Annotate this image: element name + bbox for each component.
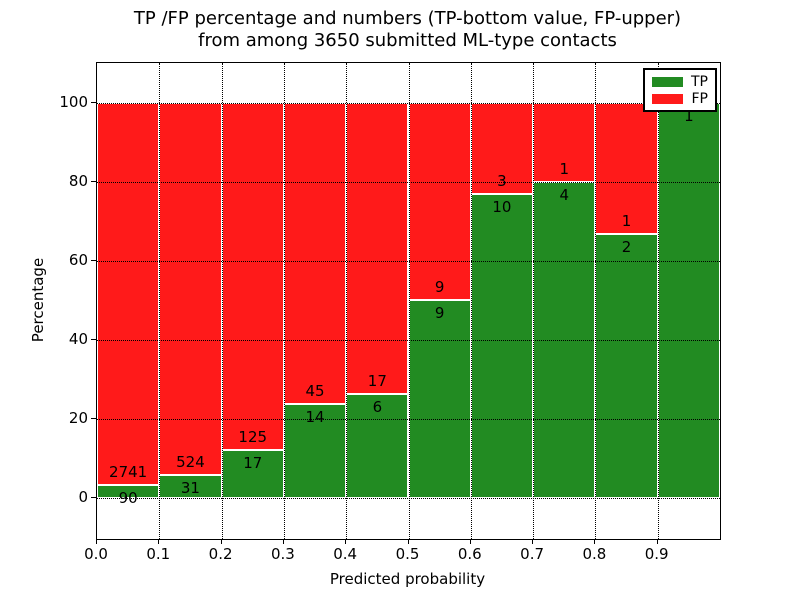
x-tickmark <box>469 539 471 544</box>
bar-annotation-fp: 9 <box>434 278 445 296</box>
bar-segment-fp <box>470 102 534 194</box>
x-tickmark <box>656 539 658 544</box>
bar-annotation-fp: 17 <box>367 372 387 391</box>
legend-entry-fp: FP <box>652 90 708 107</box>
legend: TP FP <box>643 68 717 112</box>
gridline-vertical <box>470 63 472 539</box>
legend-swatch-fp-icon <box>652 93 683 104</box>
x-tickmark <box>282 539 284 544</box>
bar-annotation-fp: 524 <box>176 453 205 472</box>
chart-title-line2: from among 3650 submitted ML-type contac… <box>198 30 617 51</box>
legend-swatch-tp-icon <box>652 76 683 87</box>
gridline-vertical <box>283 63 285 539</box>
legend-label-fp: FP <box>691 90 709 107</box>
x-tickmark <box>220 539 222 544</box>
bar-annotation-tp: 2 <box>621 238 632 257</box>
gridline-vertical <box>657 63 659 539</box>
bar-annotation-tp: 6 <box>372 398 383 417</box>
bar-annotation-fp: 1 <box>559 159 570 178</box>
gridline-vertical <box>159 63 161 539</box>
bar-segment-fp <box>408 102 471 300</box>
x-tick-label: 0.2 <box>208 545 233 563</box>
y-tickmark <box>91 180 96 182</box>
legend-label-tp: TP <box>691 73 708 90</box>
bar-annotation-tp: 4 <box>559 185 570 204</box>
x-tick-label: 0.9 <box>644 545 669 563</box>
bar-segment-tp <box>408 300 471 498</box>
y-tick-label: 80 <box>68 171 88 190</box>
x-tickmark <box>407 539 409 544</box>
gridline-vertical <box>533 63 535 539</box>
x-tickmark <box>96 539 97 544</box>
plot-area: 90 2741 31 524 17 125 14 45 6 17 9 9 10 3 4 1 2 1 1 <box>96 62 721 540</box>
bar-annotation-tp: 14 <box>305 407 325 426</box>
x-tick-label: 0.5 <box>395 545 420 563</box>
bar-annotation-tp: 9 <box>434 304 445 322</box>
x-tick-label: 0.4 <box>333 545 358 563</box>
chart-title: TP /FP percentage and numbers (TP-bottom… <box>96 8 719 52</box>
bar-annotation-tp: 10 <box>492 197 512 216</box>
gridline-vertical <box>595 63 597 539</box>
gridline-vertical <box>221 63 223 539</box>
y-tickmark <box>91 101 96 103</box>
bar-annotation-fp: 3 <box>497 171 507 190</box>
x-axis-label: Predicted probability <box>329 570 486 588</box>
bar-segment-fp <box>533 102 596 182</box>
x-tickmark <box>158 539 160 544</box>
y-tickmark <box>91 259 96 261</box>
y-tick-label: 20 <box>68 408 88 427</box>
y-tick-label: 40 <box>68 329 88 348</box>
bar-segment-fp <box>346 102 409 395</box>
bar-segment-tp <box>657 102 720 498</box>
bar-annotation-fp: 45 <box>305 381 325 400</box>
bar-segment-fp <box>283 102 347 404</box>
x-tick-label: 0.8 <box>582 545 607 563</box>
bar-annotation-fp: 2741 <box>109 462 148 481</box>
gridline-vertical <box>346 63 348 539</box>
x-tick-label: 0.3 <box>270 545 295 563</box>
x-tick-label: 0.0 <box>84 545 108 563</box>
bar-annotation-tp: 31 <box>180 479 200 498</box>
y-tickmark <box>91 496 96 498</box>
y-tickmark <box>91 338 96 340</box>
bar-annotation-tp: 1 <box>684 106 694 125</box>
x-tickmark <box>594 539 596 544</box>
bar-segment-tp <box>97 484 160 498</box>
x-tick-label: 0.6 <box>457 545 482 563</box>
y-tick-label: 60 <box>68 250 88 269</box>
x-tick-label: 0.1 <box>146 545 171 563</box>
bar-annotation-tp: 90 <box>118 488 138 507</box>
bar-annotation-tp: 17 <box>243 454 263 473</box>
chart-title-line1: TP /FP percentage and numbers (TP-bottom… <box>133 8 682 29</box>
bar-segment-tp <box>470 193 534 498</box>
bar-annotation-fp: 1 <box>621 212 632 231</box>
gridline-vertical <box>408 63 410 539</box>
y-tickmark <box>91 417 96 419</box>
y-tick-label: 100 <box>59 92 88 111</box>
bar-segment-tp <box>221 450 284 498</box>
y-tick-label: 0 <box>78 487 88 506</box>
bar-segment-fp <box>595 102 658 235</box>
bar-segment-tp <box>595 234 658 498</box>
bar-segment-fp <box>221 102 284 451</box>
bar-annotation-fp: 125 <box>238 428 268 447</box>
x-tickmark <box>532 539 534 544</box>
legend-entry-tp: TP <box>652 73 708 90</box>
bar-segment-fp <box>97 102 160 485</box>
x-tick-label: 0.7 <box>520 545 545 563</box>
x-tickmark <box>345 539 347 544</box>
